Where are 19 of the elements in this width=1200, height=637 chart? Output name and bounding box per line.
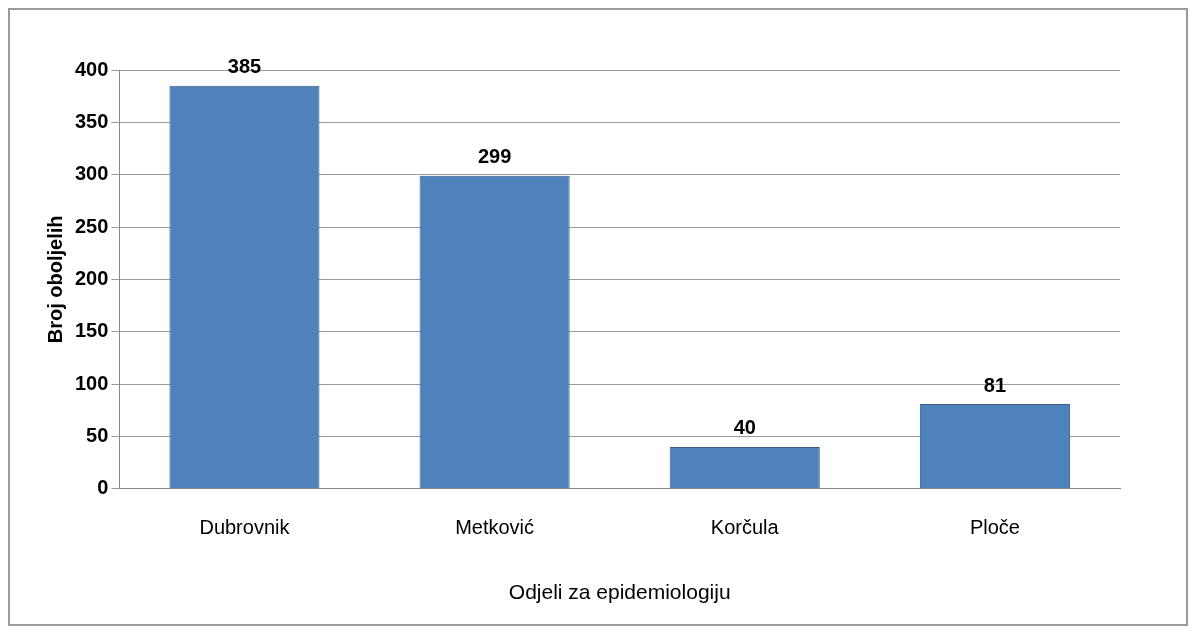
x-tick-label: Dubrovnik [199, 516, 291, 539]
y-tick-label: 200 [74, 266, 109, 289]
data-label: 385 [227, 55, 262, 78]
y-tick-label: 400 [74, 57, 109, 80]
data-label: 81 [983, 373, 1007, 396]
x-tick-label: Metković [455, 516, 535, 539]
y-tick-label: 50 [86, 423, 109, 446]
data-label: 40 [733, 416, 756, 439]
x-axis-title: Odjeli za epidemiologiju [508, 580, 731, 604]
y-tick-label: 150 [74, 319, 109, 342]
y-tick-label: 100 [74, 371, 109, 394]
y-axis-title: Broj oboljelih [43, 215, 66, 344]
y-tick-label: 0 [97, 476, 109, 499]
y-tick-label: 300 [74, 162, 109, 185]
y-tick-label: 250 [74, 214, 109, 237]
x-tick-label: Korčula [710, 516, 780, 539]
x-tick-label: Ploče [969, 516, 1020, 539]
data-label: 299 [477, 145, 512, 168]
y-tick-label: 350 [74, 109, 109, 132]
